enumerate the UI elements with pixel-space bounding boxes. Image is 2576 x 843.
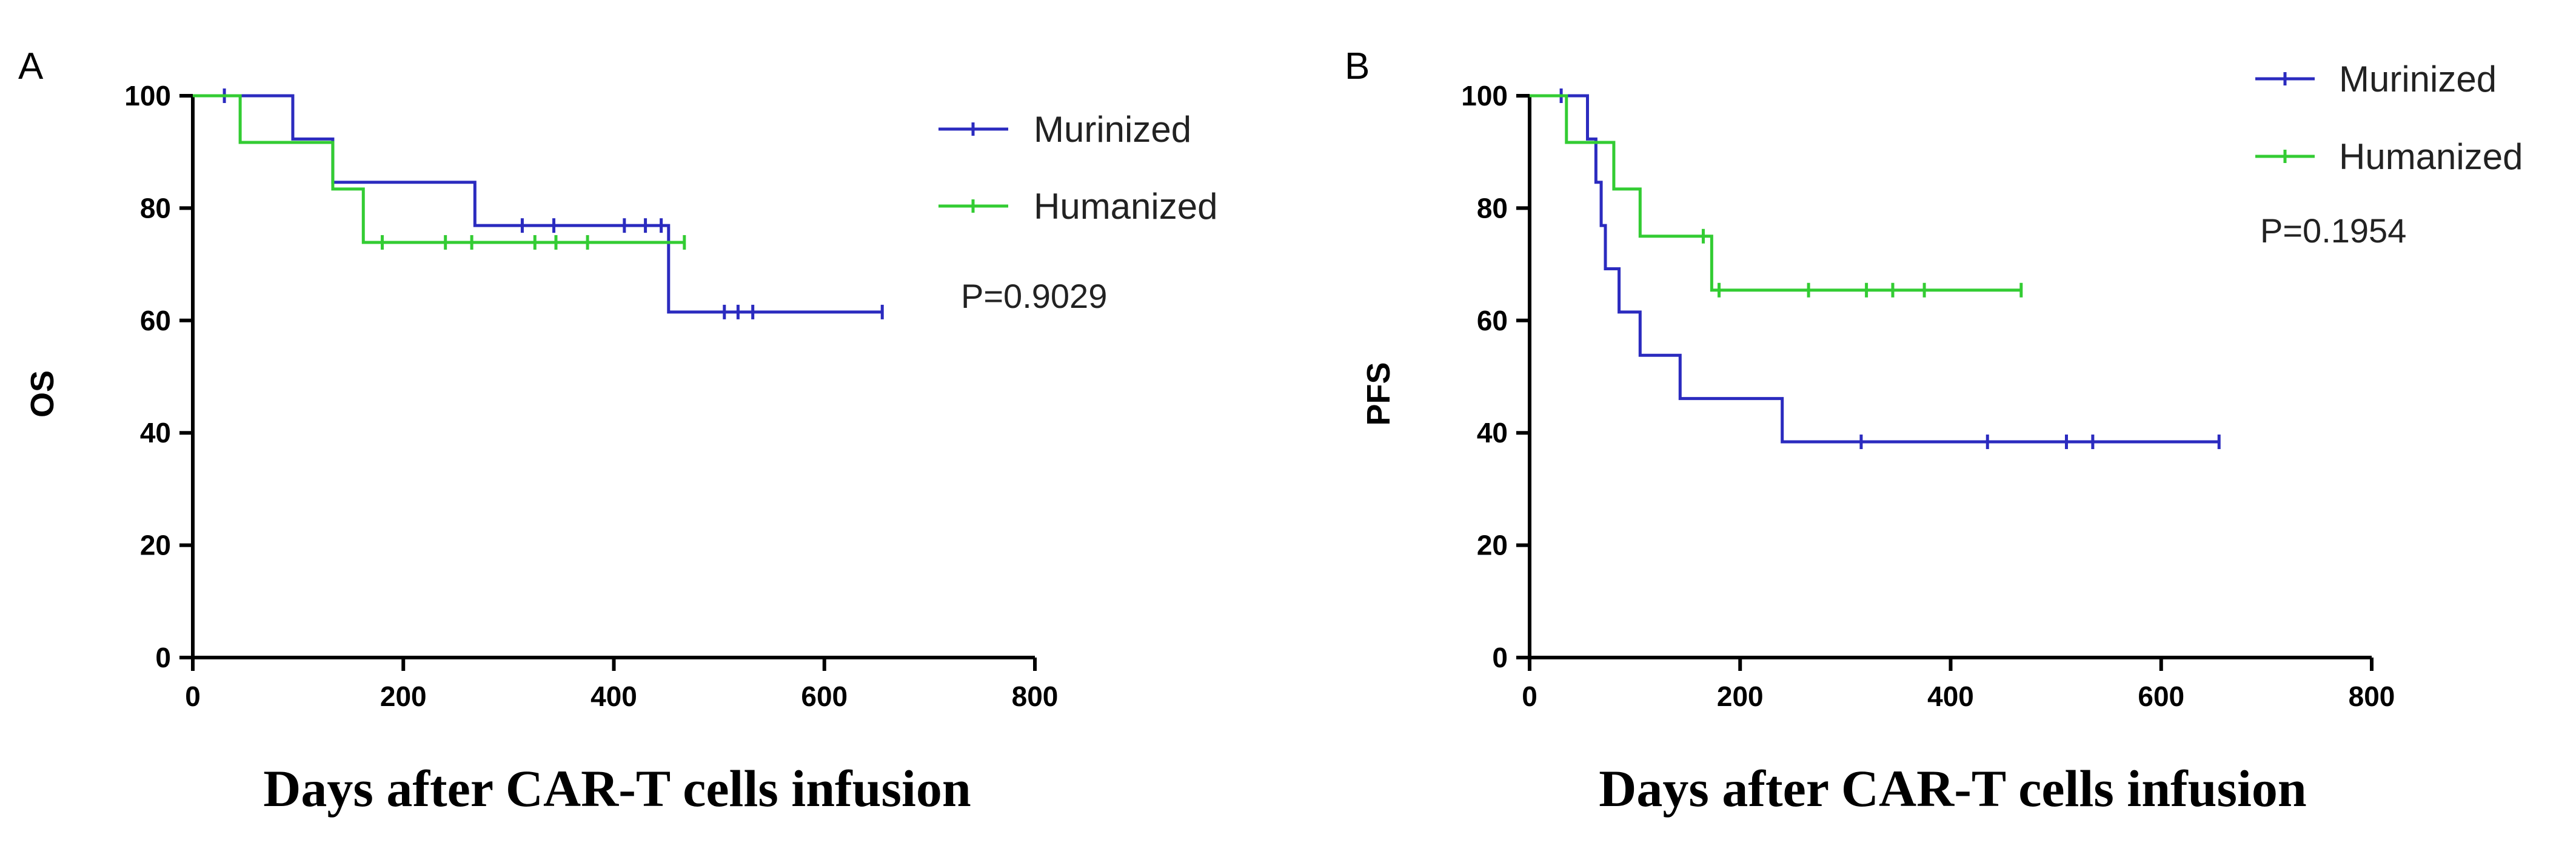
x-tick-label: 400 bbox=[1927, 681, 1974, 712]
y-tick-label: 20 bbox=[1477, 530, 1508, 561]
y-tick-label: 100 bbox=[1461, 80, 1508, 112]
x-tick-label: 800 bbox=[1012, 681, 1059, 712]
series-line-humanized bbox=[193, 94, 684, 244]
y-tick-label: 60 bbox=[1477, 305, 1508, 336]
legend-item-murinized: Murinized bbox=[2255, 59, 2497, 99]
y-tick-label: 80 bbox=[140, 192, 171, 224]
panel-letter-b: B bbox=[1345, 45, 1370, 87]
x-tick-label: 400 bbox=[590, 681, 637, 712]
legend: Murinized Humanized bbox=[2255, 59, 2523, 177]
legend-label-murinized: Murinized bbox=[1034, 109, 1191, 150]
series-line-humanized bbox=[1530, 94, 2021, 292]
y-tick-label: 100 bbox=[124, 80, 171, 112]
legend-item-humanized: Humanized bbox=[2255, 136, 2523, 177]
y-tick-label: 0 bbox=[155, 642, 171, 673]
legend-label-murinized: Murinized bbox=[2339, 59, 2497, 99]
y-tick-label: 40 bbox=[1477, 417, 1508, 448]
series-line-murinized bbox=[193, 94, 883, 314]
legend-label-humanized: Humanized bbox=[2339, 136, 2523, 177]
y-axis-label-pfs: PFS bbox=[1360, 362, 1397, 425]
x-tick-label: 600 bbox=[801, 681, 848, 712]
y-tick-label: 0 bbox=[1492, 642, 1508, 673]
legend-label-humanized: Humanized bbox=[1034, 186, 1218, 227]
x-tick-label: 0 bbox=[185, 681, 201, 712]
x-tick-label: 200 bbox=[380, 681, 427, 712]
legend-item-murinized: Murinized bbox=[938, 109, 1191, 150]
p-value: P=0.1954 bbox=[2260, 212, 2406, 250]
panel-b: B PFS Days after CAR-T cells infusion P=… bbox=[1345, 45, 2523, 818]
y-tick-label: 40 bbox=[140, 417, 171, 448]
series-line-murinized bbox=[1530, 94, 2220, 444]
legend-item-humanized: Humanized bbox=[938, 186, 1218, 227]
x-tick-label: 800 bbox=[2349, 681, 2395, 712]
x-tick-label: 200 bbox=[1717, 681, 1764, 712]
x-tick-label: 600 bbox=[2138, 681, 2184, 712]
y-tick-label: 80 bbox=[1477, 192, 1508, 224]
panel-letter-a: A bbox=[18, 45, 44, 87]
p-value: P=0.9029 bbox=[961, 277, 1107, 315]
panel-a: A OS Days after CAR-T cells infusion P=0… bbox=[18, 45, 1218, 818]
y-axis-label-os: OS bbox=[24, 370, 61, 418]
x-tick-label: 0 bbox=[1522, 681, 1537, 712]
x-axis-label: Days after CAR-T cells infusion bbox=[263, 759, 971, 818]
legend: Murinized Humanized bbox=[938, 109, 1218, 227]
y-tick-label: 60 bbox=[140, 305, 171, 336]
x-axis-label: Days after CAR-T cells infusion bbox=[1599, 759, 2306, 818]
y-tick-label: 20 bbox=[140, 530, 171, 561]
